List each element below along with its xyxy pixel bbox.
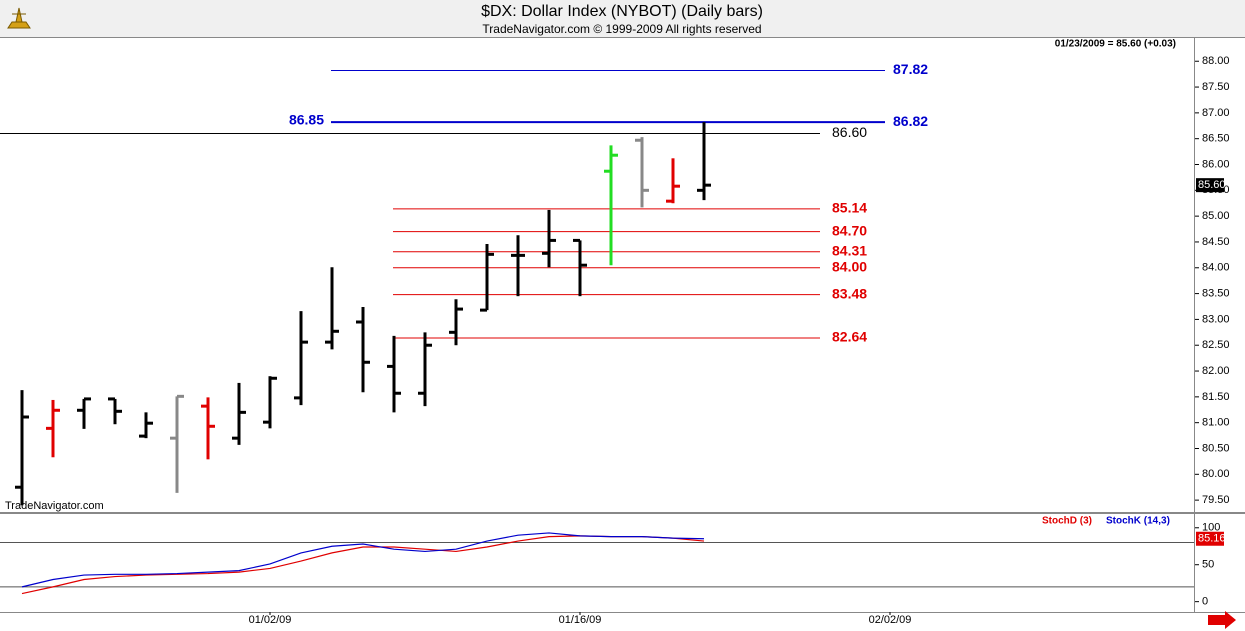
- stoch-line: [21, 532, 705, 588]
- x-tick-label: 01/16/09: [559, 614, 602, 626]
- level-label: 84.31: [832, 242, 867, 258]
- annotation: 86.85: [289, 111, 324, 127]
- legend-entry: StochK (14,3): [1106, 516, 1170, 527]
- y-tick-label: 86.00: [1202, 158, 1230, 170]
- level-label: 85.14: [832, 200, 867, 216]
- x-tick-label: 02/02/09: [869, 614, 912, 626]
- level-label: 84.00: [832, 258, 867, 274]
- y-tick-label: 79.50: [1202, 494, 1230, 506]
- y-tick-label: 81.00: [1202, 417, 1230, 429]
- y-tick-label: 86.50: [1202, 133, 1230, 145]
- header: [0, 0, 1245, 37]
- y-tick-label: 84.00: [1202, 262, 1230, 274]
- y-tick-label: 87.00: [1202, 107, 1230, 119]
- level-label: 82.64: [832, 329, 867, 345]
- level-label: 83.48: [832, 285, 867, 301]
- y-tick-label: 88.00: [1202, 55, 1230, 67]
- y-tick-label: 100: [1202, 522, 1220, 534]
- y-tick-label: 80.00: [1202, 468, 1230, 480]
- last-value-label: 85.16: [1198, 533, 1226, 545]
- y-tick-label: 82.50: [1202, 339, 1230, 351]
- y-tick-label: 87.50: [1202, 81, 1230, 93]
- y-tick-label: 81.50: [1202, 391, 1230, 403]
- watermark: TradeNavigator.com: [5, 500, 104, 512]
- legend-entry: StochD (3): [1042, 516, 1092, 527]
- last-price-label: 85.60: [1198, 179, 1226, 191]
- logo[interactable]: [4, 4, 34, 32]
- y-tick-label: 84.50: [1202, 236, 1230, 248]
- chart-subtitle: TradeNavigator.com © 1999-2009 All right…: [482, 22, 761, 36]
- price-readout: 01/23/2009 = 85.60 (+0.03): [1055, 39, 1176, 50]
- y-tick-label: 50: [1202, 559, 1214, 571]
- last-value-box: [1196, 531, 1224, 546]
- y-tick-label: 83.50: [1202, 287, 1230, 299]
- last-price-box: [1196, 178, 1224, 193]
- y-tick-label: 83.00: [1202, 313, 1230, 325]
- y-tick-label: 85.00: [1202, 210, 1230, 222]
- scroll-arrow[interactable]: [1208, 611, 1236, 629]
- x-tick-label: 01/02/09: [249, 614, 292, 626]
- level-label: 84.70: [832, 222, 867, 238]
- level-label: 86.82: [893, 113, 928, 129]
- level-label: 87.82: [893, 61, 928, 77]
- y-tick-label: 0: [1202, 596, 1208, 608]
- y-tick-label: 80.50: [1202, 442, 1230, 454]
- y-tick-label: 82.00: [1202, 365, 1230, 377]
- chart-title: $DX: Dollar Index (NYBOT) (Daily bars): [481, 3, 763, 20]
- logo-icon[interactable]: [7, 7, 31, 29]
- level-label: 86.60: [832, 124, 867, 140]
